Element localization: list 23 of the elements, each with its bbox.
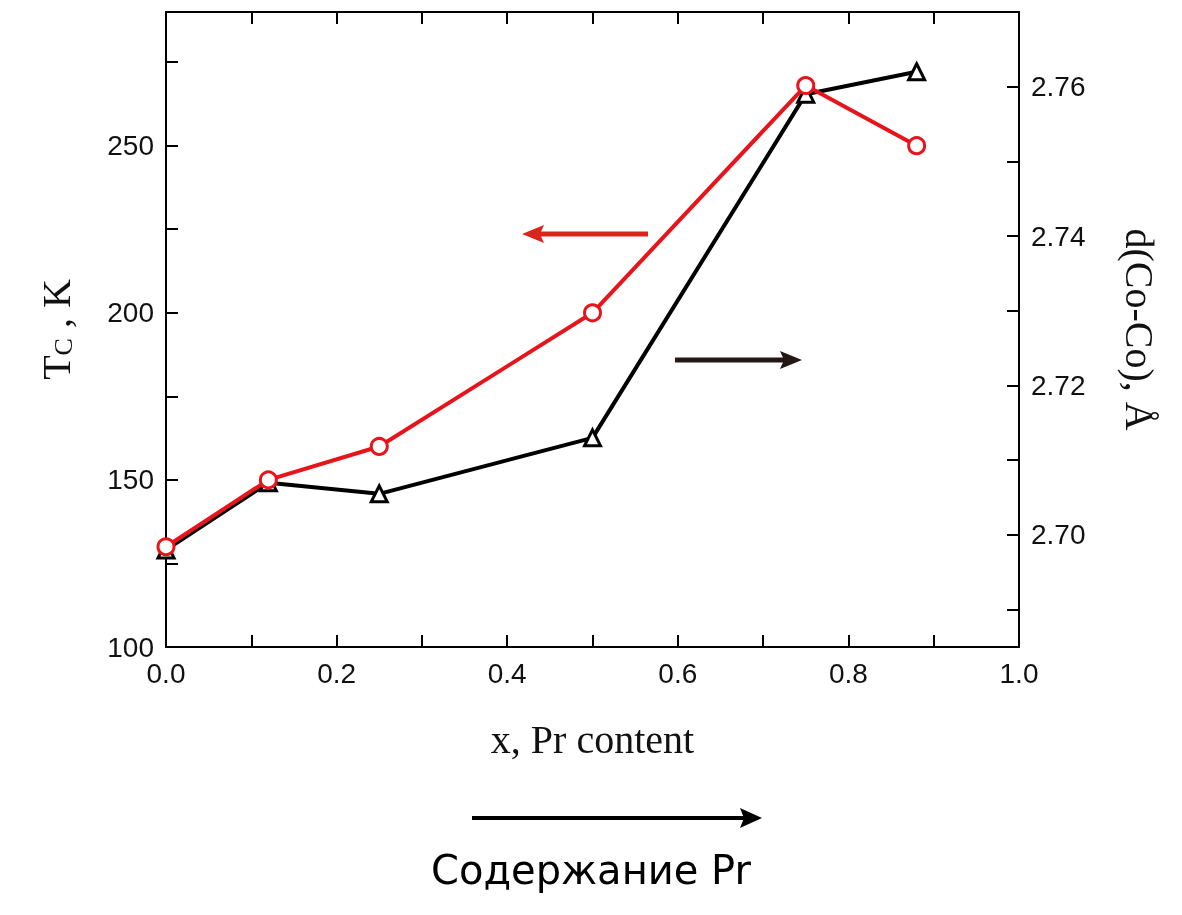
text: Содержание Pr [431,847,752,893]
y2-tick-label: 2.70 [1031,519,1086,551]
x-tick-label: 1.0 [999,657,1039,689]
x-tick-label: 0.6 [658,657,698,689]
y2-axis-title: d(Co-Co), Å [1116,228,1162,431]
point [369,484,389,504]
y2-tick-label: 2.76 [1031,71,1086,103]
x-tick-label: 0.4 [487,657,527,689]
y2-tick-label: 2.74 [1031,220,1086,252]
x-axis-title: x, Pr content [490,716,695,762]
y-tick-label: 150 [107,464,154,496]
point [583,303,602,323]
point [583,428,602,448]
point [796,76,816,96]
point [369,436,389,456]
y2-tick-label: 2.72 [1031,370,1086,402]
y-tick-label: 200 [107,297,154,329]
x-tick-label: 0.8 [828,657,868,689]
y-axis-title: TC , K [33,279,79,380]
point [907,62,927,82]
x-tick-label: 0.2 [317,657,357,689]
y-tick-label: 250 [107,130,154,162]
point [907,136,927,156]
